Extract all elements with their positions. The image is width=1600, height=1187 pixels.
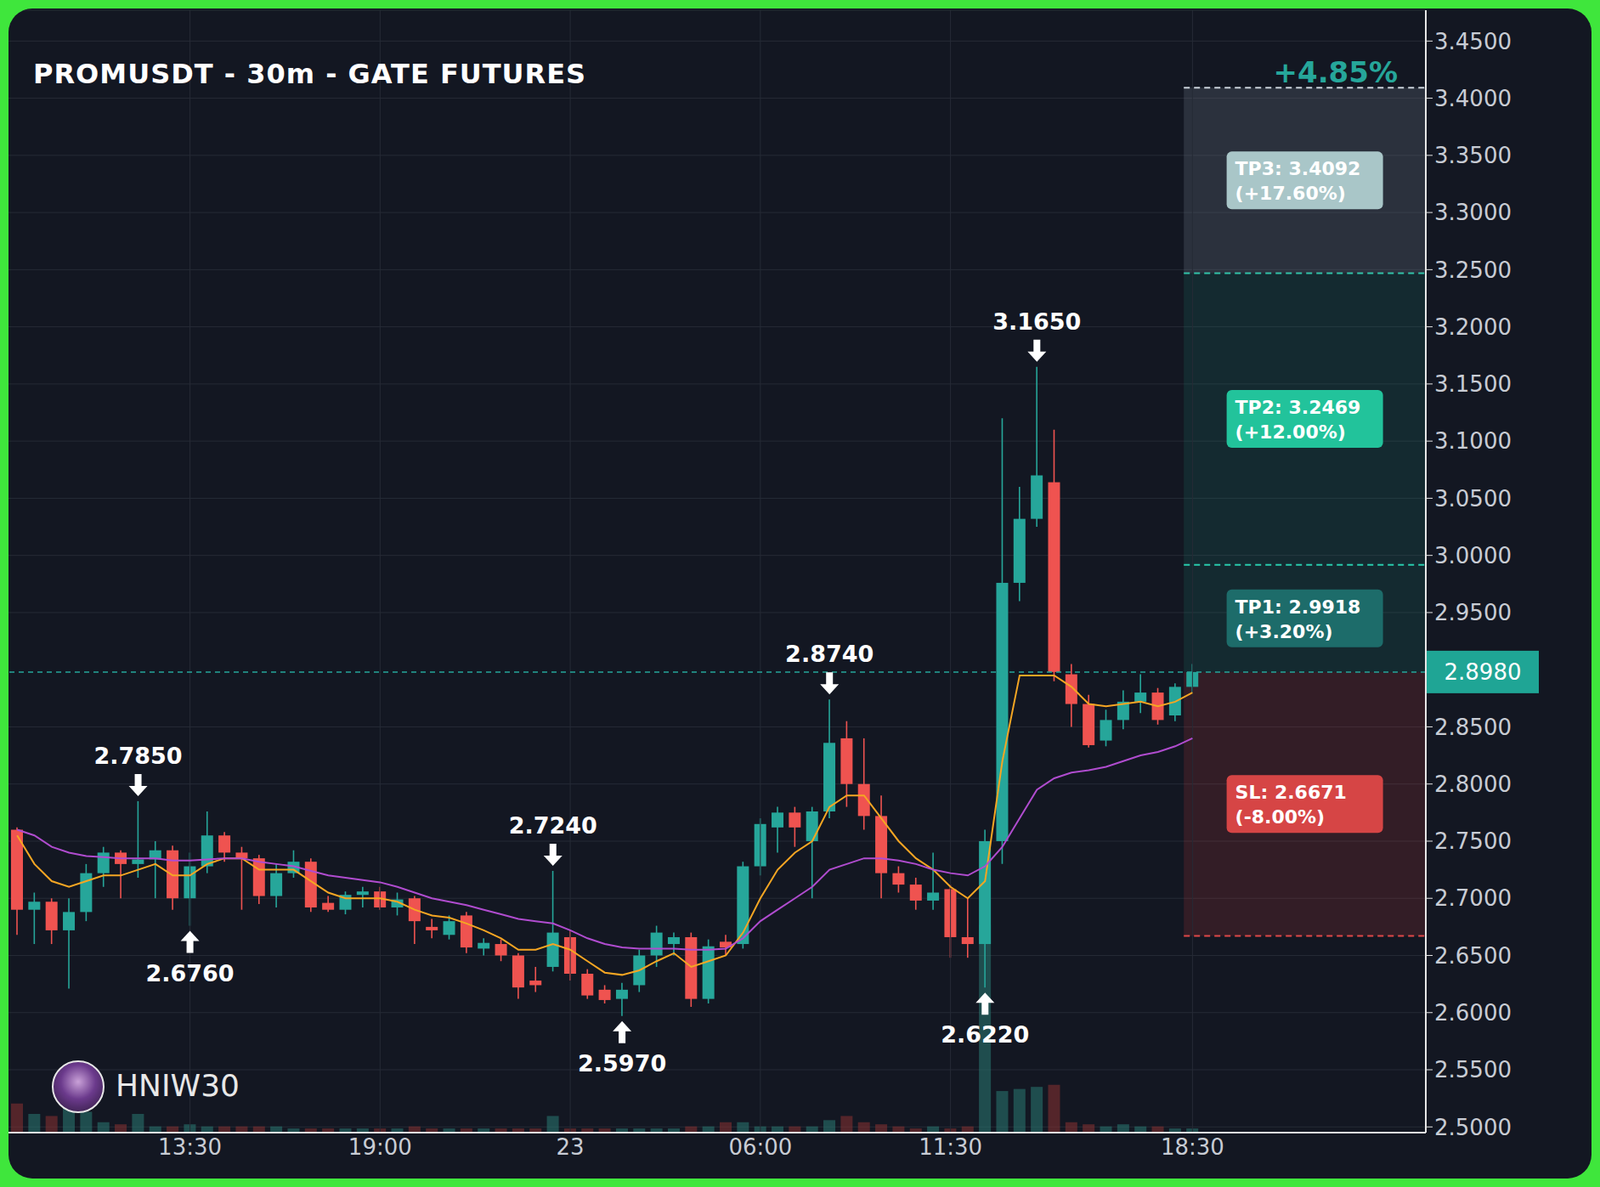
svg-text:2.6500: 2.6500 <box>1434 943 1512 969</box>
svg-text:3.4000: 3.4000 <box>1434 85 1512 112</box>
svg-text:3.3500: 3.3500 <box>1434 142 1512 169</box>
svg-text:3.2500: 3.2500 <box>1434 257 1512 283</box>
svg-text:3.1650: 3.1650 <box>992 308 1081 335</box>
svg-text:3.0500: 3.0500 <box>1434 486 1512 512</box>
svg-text:2.5500: 2.5500 <box>1434 1057 1512 1083</box>
svg-text:3.0000: 3.0000 <box>1434 542 1512 569</box>
svg-text:3.1500: 3.1500 <box>1434 371 1512 397</box>
svg-text:(+3.20%): (+3.20%) <box>1235 621 1334 643</box>
svg-text:(+12.00%): (+12.00%) <box>1235 421 1346 443</box>
svg-text:TP3: 3.4092: TP3: 3.4092 <box>1235 158 1362 180</box>
html-text:HNIW30: HNIW30 <box>115 1068 240 1103</box>
svg-text:2.7850: 2.7850 <box>93 742 182 769</box>
svg-text:3.4500: 3.4500 <box>1434 28 1512 55</box>
svg-text:2.7000: 2.7000 <box>1434 885 1512 911</box>
svg-text:06:00: 06:00 <box>728 1134 792 1160</box>
svg-text:13:30: 13:30 <box>158 1134 222 1160</box>
svg-text:2.6760: 2.6760 <box>145 960 234 987</box>
svg-text:2.8980: 2.8980 <box>1444 659 1522 685</box>
svg-text:2.8740: 2.8740 <box>785 640 874 668</box>
svg-text:(-8.00%): (-8.00%) <box>1235 806 1326 828</box>
svg-text:TP2: 3.2469: TP2: 3.2469 <box>1235 396 1362 419</box>
svg-text:2.7500: 2.7500 <box>1434 828 1512 854</box>
svg-text:2.8000: 2.8000 <box>1434 771 1512 798</box>
svg-text:2.9500: 2.9500 <box>1434 599 1512 626</box>
svg-text:3.2000: 3.2000 <box>1434 314 1512 340</box>
html-text:PROMUSDT - 30m - GATE FUTURES: PROMUSDT - 30m - GATE FUTURES <box>33 57 587 91</box>
svg-text:TP1: 2.9918: TP1: 2.9918 <box>1235 596 1362 618</box>
svg-text:2.6000: 2.6000 <box>1434 1000 1512 1026</box>
svg-text:2.7240: 2.7240 <box>508 812 598 839</box>
svg-text:SL: 2.6671: SL: 2.6671 <box>1235 781 1347 803</box>
svg-text:2.6220: 2.6220 <box>940 1021 1029 1048</box>
svg-text:2.5970: 2.5970 <box>577 1050 667 1077</box>
svg-text:11:30: 11:30 <box>918 1134 983 1160</box>
svg-text:18:30: 18:30 <box>1160 1134 1225 1160</box>
svg-text:2.5000: 2.5000 <box>1434 1114 1512 1141</box>
svg-text:19:00: 19:00 <box>348 1134 413 1160</box>
svg-text:2.8500: 2.8500 <box>1434 714 1512 741</box>
svg-text:3.3000: 3.3000 <box>1434 199 1512 226</box>
html-text:+4.85%: +4.85% <box>1273 55 1398 90</box>
svg-text:23: 23 <box>556 1134 585 1160</box>
svg-text:(+17.60%): (+17.60%) <box>1235 182 1346 204</box>
svg-text:3.1000: 3.1000 <box>1434 428 1512 454</box>
